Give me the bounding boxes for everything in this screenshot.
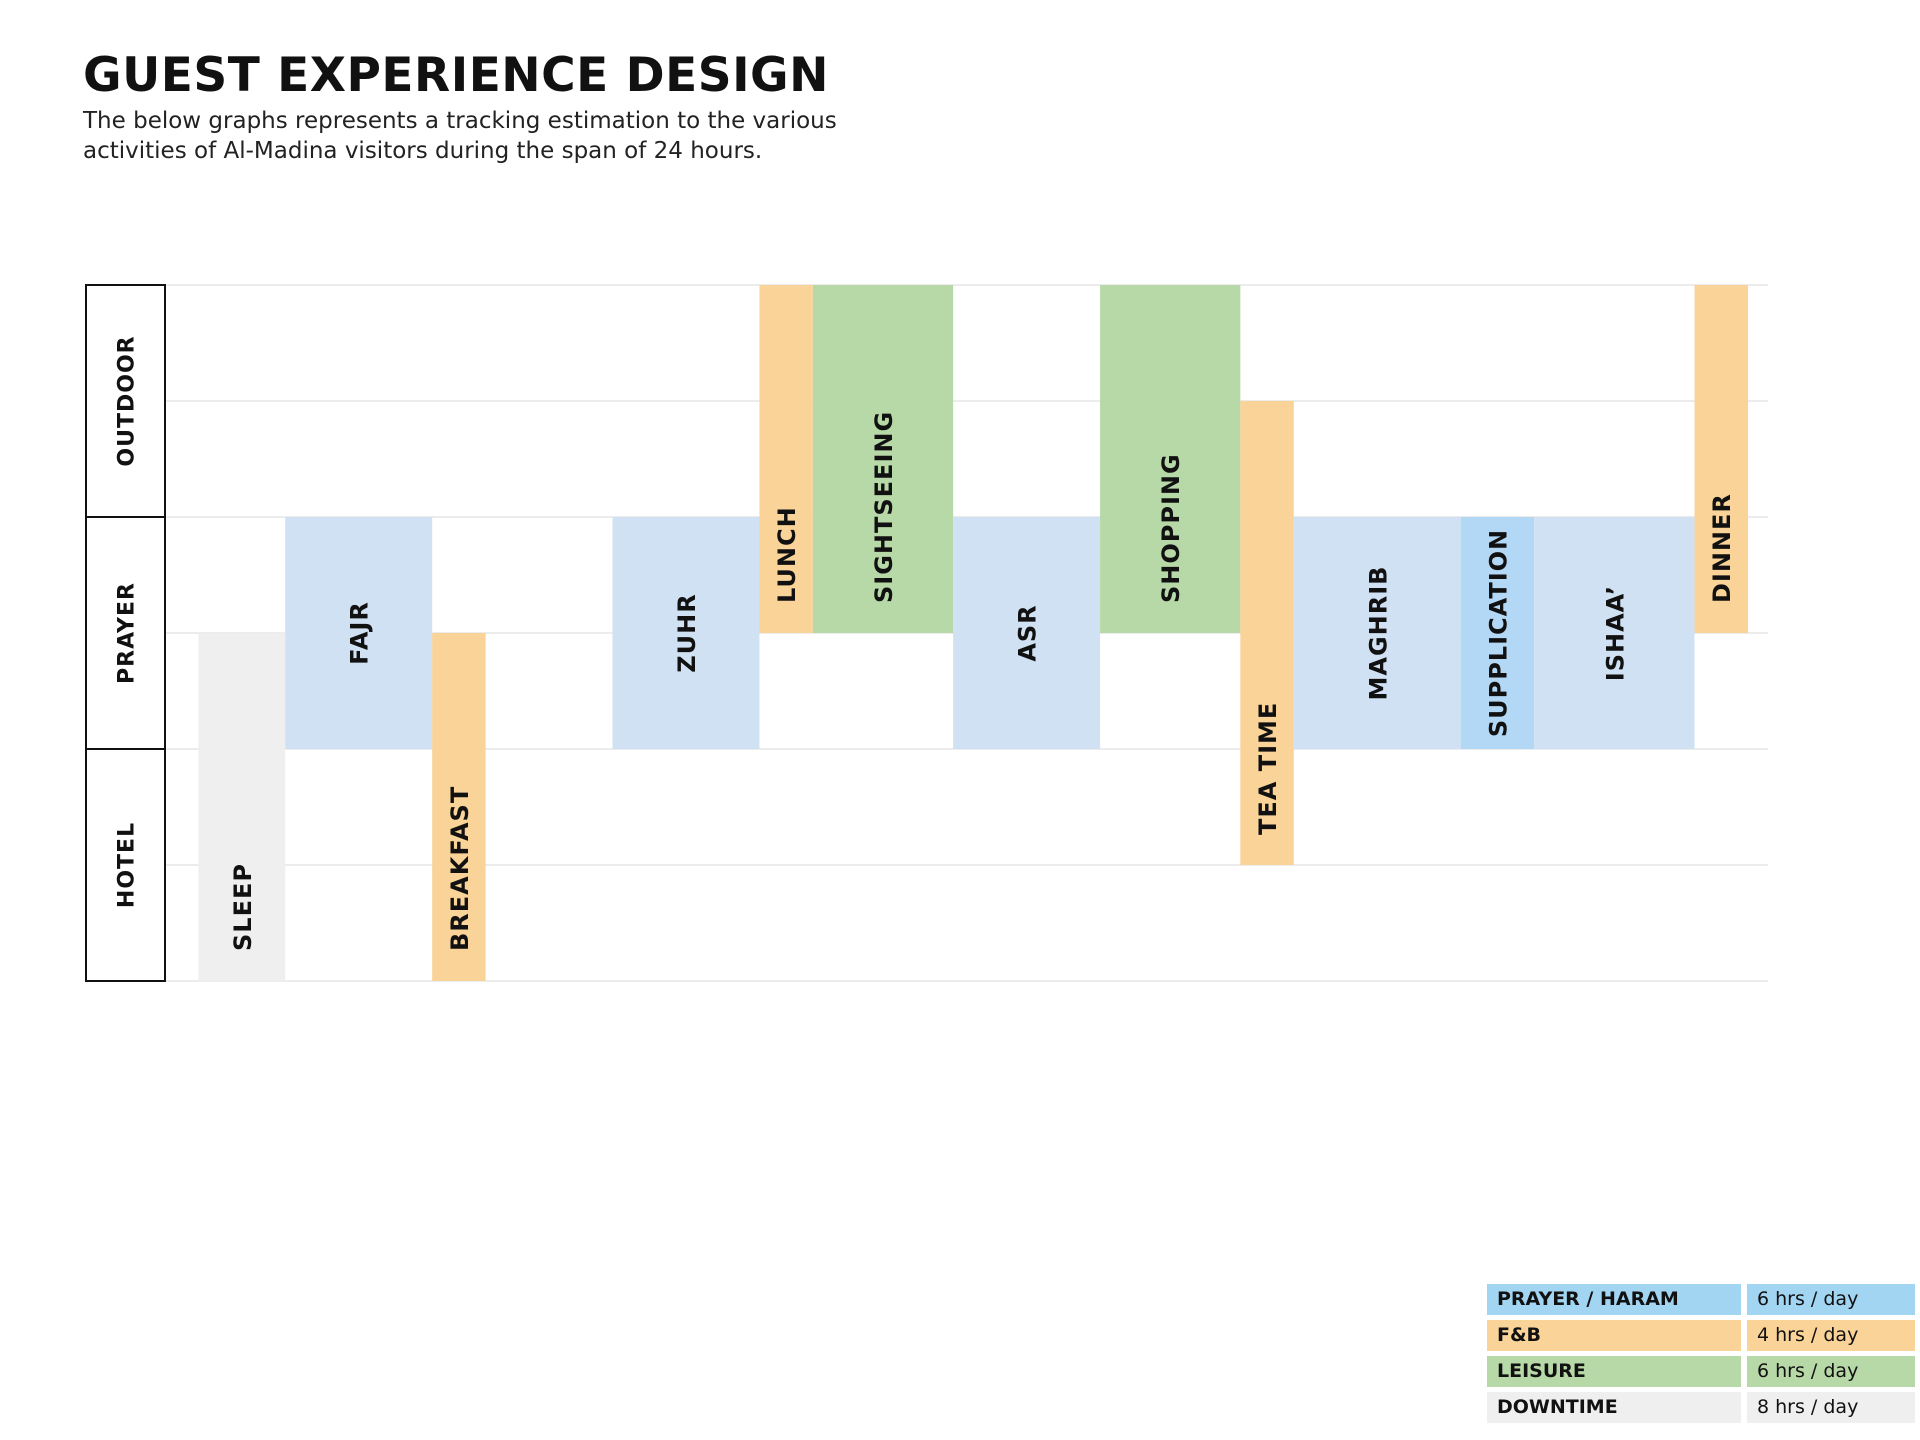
bar-rect xyxy=(1694,285,1748,633)
activity-bar-shopping: SHOPPING xyxy=(1100,285,1241,633)
category-box-prayer: PRAYER xyxy=(85,516,166,750)
bar-label: SHOPPING xyxy=(1157,453,1185,603)
legend-value: 6 hrs / day xyxy=(1747,1356,1915,1387)
legend-value: 8 hrs / day xyxy=(1747,1392,1915,1423)
bar-label: ISHAA’ xyxy=(1601,585,1629,681)
bar-label: DINNER xyxy=(1708,493,1736,603)
bar-rect xyxy=(432,633,486,981)
category-box-border xyxy=(85,284,166,518)
legend-value: 6 hrs / day xyxy=(1747,1284,1915,1315)
activity-bar-sightseeing: SIGHTSEEING xyxy=(812,285,954,633)
chart-bars: SLEEP FAJR BREAKFAST ZUHR LUNCH SIGHTSEEING AS… xyxy=(198,285,1748,981)
legend: PRAYER / HARAM 6 hrs / day F&B 4 hrs / day L… xyxy=(1487,1284,1915,1423)
bar-rect xyxy=(285,517,433,749)
activity-bar-breakfast: BREAKFAST xyxy=(432,633,486,981)
bar-rect xyxy=(198,633,286,981)
category-box-outdoor: OUTDOOR xyxy=(85,284,166,518)
activity-bar-supplication: SUPPLICATION xyxy=(1460,517,1535,749)
bar-rect xyxy=(1534,517,1695,749)
activity-bar-lunch: LUNCH xyxy=(759,285,813,633)
page-subtitle: The below graphs represents a tracking e… xyxy=(83,108,837,164)
activity-bar-asr: ASR xyxy=(953,517,1101,749)
bar-label: ASR xyxy=(1014,604,1042,661)
category-box-hotel: HOTEL xyxy=(85,748,166,982)
category-label: PRAYER xyxy=(115,582,140,684)
bar-rect xyxy=(812,285,954,633)
bar-label: SLEEP xyxy=(229,863,257,951)
bar-rect xyxy=(1240,401,1294,865)
activity-bar-dinner: DINNER xyxy=(1694,285,1748,633)
bar-label: SIGHTSEEING xyxy=(870,411,898,603)
legend-label: F&B xyxy=(1487,1320,1741,1351)
legend-label: LEISURE xyxy=(1487,1356,1741,1387)
bar-rect xyxy=(1460,517,1535,749)
bar-rect xyxy=(612,517,760,749)
bar-label: BREAKFAST xyxy=(446,786,474,951)
category-box-border xyxy=(85,748,166,982)
bar-label: MAGHRIB xyxy=(1364,566,1392,701)
category-label: OUTDOOR xyxy=(115,335,140,466)
bar-label: ZUHR xyxy=(673,593,701,672)
activity-bar-tea-time: TEA TIME xyxy=(1240,401,1294,865)
legend-label: PRAYER / HARAM xyxy=(1487,1284,1741,1315)
category-label: HOTEL xyxy=(115,822,140,908)
bar-label: LUNCH xyxy=(773,506,801,603)
category-box-border xyxy=(85,516,166,750)
bar-label: TEA TIME xyxy=(1254,702,1282,835)
bar-label: FAJR xyxy=(346,601,374,665)
activity-bar-maghrib: MAGHRIB xyxy=(1293,517,1461,749)
activity-bar-sleep: SLEEP xyxy=(198,633,286,981)
activity-bar-zuhr: ZUHR xyxy=(612,517,760,749)
page-title: GUEST EXPERIENCE DESIGN xyxy=(83,48,829,103)
legend-label: DOWNTIME xyxy=(1487,1392,1741,1423)
bar-label: SUPPLICATION xyxy=(1484,529,1512,737)
activity-bar-fajr: FAJR xyxy=(285,517,433,749)
bar-rect xyxy=(1100,285,1241,633)
legend-value: 4 hrs / day xyxy=(1747,1320,1915,1351)
y-axis-category-boxes: HOTEL PRAYER OUTDOOR xyxy=(85,284,166,982)
bar-rect xyxy=(759,285,813,633)
activity-bar-ishaa: ISHAA’ xyxy=(1534,517,1695,749)
bar-rect xyxy=(953,517,1101,749)
bar-rect xyxy=(1293,517,1461,749)
